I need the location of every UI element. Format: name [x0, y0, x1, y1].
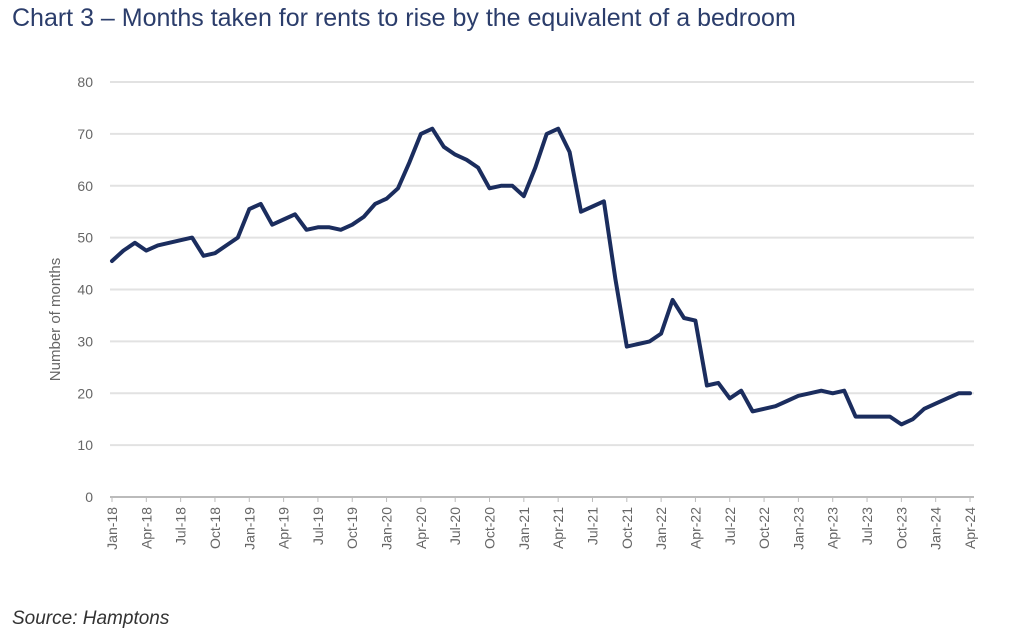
chart-title: Chart 3 – Months taken for rents to rise… [12, 4, 796, 32]
x-tick-label: Jan-24 [928, 507, 944, 550]
x-tick-label: Jul-22 [722, 507, 738, 545]
y-tick-label: 50 [77, 230, 93, 246]
x-tick-label: Oct-18 [207, 507, 223, 549]
y-tick-label: 20 [77, 385, 93, 401]
source-note: Source: Hamptons [12, 608, 170, 629]
x-tick-label: Apr-22 [687, 507, 703, 549]
x-tick-label: Oct-20 [482, 507, 498, 549]
x-tick-label: Jan-19 [241, 507, 257, 550]
y-tick-label: 0 [85, 489, 93, 505]
x-tick-label: Jan-20 [379, 507, 395, 550]
y-axis-label: Number of months [47, 258, 64, 381]
x-tick-label: Oct-19 [344, 507, 360, 549]
x-tick-label: Jan-22 [653, 507, 669, 550]
x-tick-label: Apr-21 [550, 507, 566, 549]
x-tick-label: Apr-18 [138, 507, 154, 549]
x-tick-label: Oct-23 [893, 507, 909, 549]
y-tick-label: 60 [77, 178, 93, 194]
x-tick-label: Jul-23 [859, 507, 875, 545]
series-line [110, 126, 972, 427]
y-tick-label: 30 [77, 333, 93, 349]
x-tick-label: Apr-20 [413, 507, 429, 549]
x-tick-label: Oct-21 [619, 507, 635, 549]
y-tick-label: 10 [77, 437, 93, 453]
x-tick-label: Apr-19 [276, 507, 292, 549]
x-tick-label: Apr-23 [825, 507, 841, 549]
x-tick-label: Oct-22 [756, 507, 772, 549]
y-tick-label: 40 [77, 282, 93, 298]
x-tick-label: Jan-18 [104, 507, 120, 550]
x-tick-label: Jul-19 [310, 507, 326, 545]
x-tick-label: Jul-18 [173, 507, 189, 545]
x-tick-label: Jul-21 [584, 507, 600, 545]
x-tick-label: Jan-21 [516, 507, 532, 550]
y-tick-label: 80 [77, 74, 93, 90]
x-tick-label: Jan-23 [790, 507, 806, 550]
x-tick-label: Jul-20 [447, 507, 463, 545]
x-tick-label: Apr-24 [962, 507, 978, 549]
y-tick-label: 70 [77, 126, 93, 142]
